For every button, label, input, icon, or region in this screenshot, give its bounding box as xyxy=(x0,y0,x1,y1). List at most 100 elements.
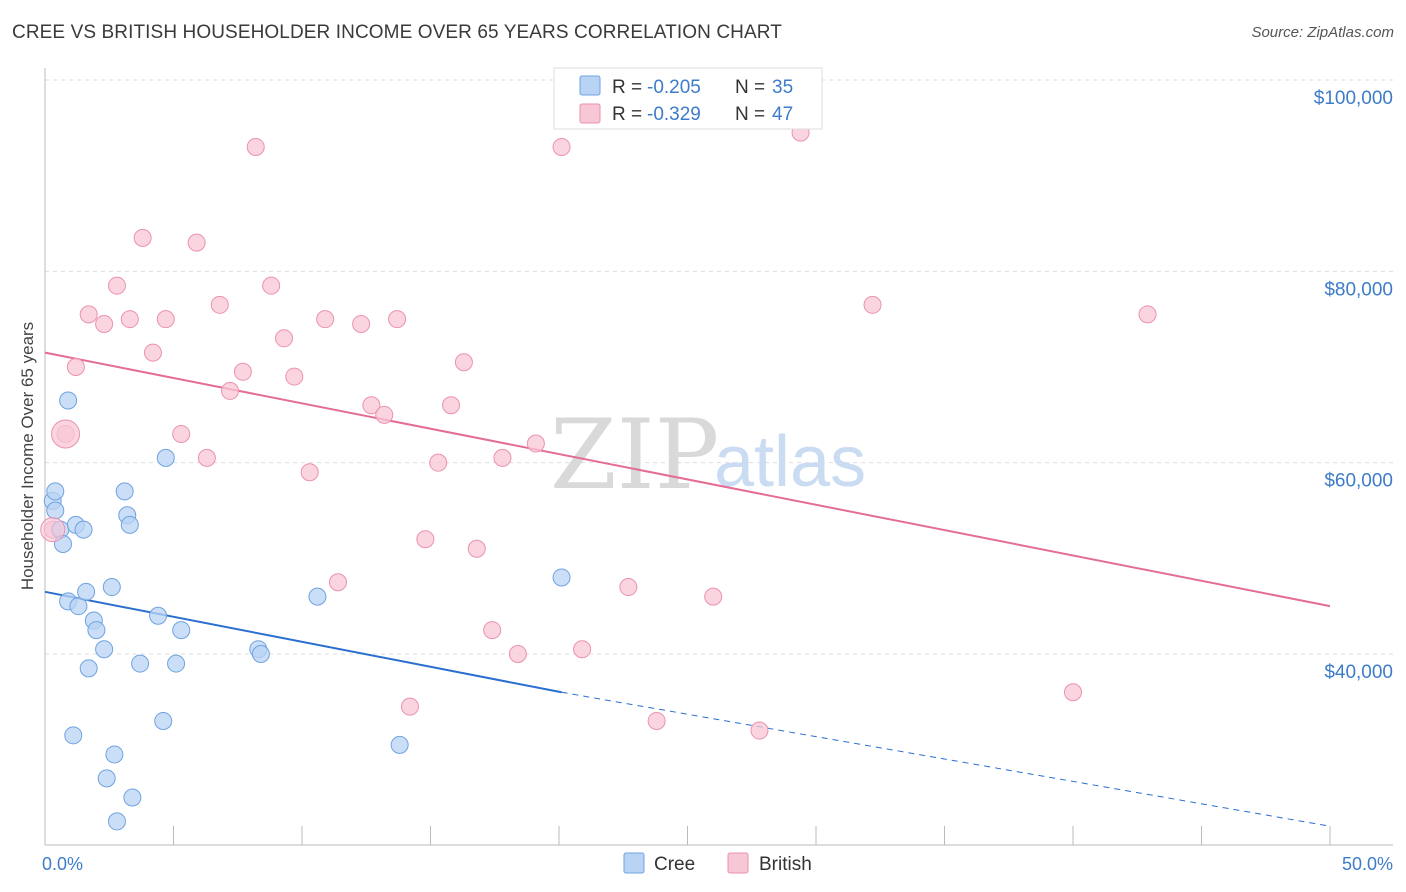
y-tick-label: $60,000 xyxy=(1324,471,1393,492)
cree-point xyxy=(105,745,124,764)
cree-point xyxy=(308,587,327,606)
legend-british-r-value: -0.329 xyxy=(647,104,701,125)
trend-lines xyxy=(44,351,1331,827)
british-point xyxy=(508,645,527,663)
legend-british-n-label: N = xyxy=(735,104,765,125)
cree-point xyxy=(97,769,116,788)
british-point xyxy=(285,367,304,386)
british-point xyxy=(246,137,265,156)
british-point xyxy=(493,448,512,467)
cree-point xyxy=(156,448,175,467)
british-point xyxy=(120,310,139,329)
british-point xyxy=(467,539,486,558)
british-point xyxy=(400,697,419,716)
british-point xyxy=(275,329,294,348)
british-point xyxy=(362,396,381,415)
series-legend-british-label: British xyxy=(759,854,812,875)
watermark: ZIP atlas xyxy=(550,399,866,511)
british-point xyxy=(107,276,126,295)
british-point xyxy=(704,587,723,606)
british-point xyxy=(416,530,435,549)
legend-british-n-value: 47 xyxy=(772,104,793,125)
british-point xyxy=(210,295,229,314)
british-point-large xyxy=(40,517,66,543)
legend-cree-r-label: R = xyxy=(612,77,642,98)
cree-point xyxy=(120,515,139,534)
cree-point xyxy=(87,621,106,640)
cree-point xyxy=(46,501,65,520)
cree-point xyxy=(59,391,78,410)
legend-cree-r-value: -0.205 xyxy=(647,77,701,98)
british-trend-line xyxy=(44,351,1331,608)
cree-point xyxy=(107,812,126,831)
british-point-large xyxy=(51,419,81,449)
british-point xyxy=(750,721,769,740)
british-point xyxy=(483,621,502,640)
cree-point xyxy=(552,568,571,587)
british-point xyxy=(172,424,191,443)
british-point xyxy=(863,295,882,314)
cree-point xyxy=(154,711,173,730)
british-point xyxy=(143,343,162,362)
x-tick-labels: 0.0% 50.0% xyxy=(42,854,1393,874)
cree-point xyxy=(115,482,134,501)
cree-trend-line xyxy=(44,590,562,694)
chart-source: Source: ZipAtlas.com xyxy=(1251,24,1394,41)
cree-point xyxy=(123,788,142,807)
british-point xyxy=(619,578,638,597)
cree-point xyxy=(172,621,191,640)
british-point xyxy=(233,362,252,381)
british-point xyxy=(573,640,592,659)
legend-cree-n-label: N = xyxy=(735,77,765,98)
british-point xyxy=(262,276,281,295)
y-tick-labels: $40,000 $60,000 $80,000 $100,000 xyxy=(1314,88,1393,683)
stats-legend: R = -0.205 N = 35 R = -0.329 N = 47 xyxy=(553,67,823,130)
series-legend-cree-swatch xyxy=(623,852,645,874)
cree-point xyxy=(74,520,93,539)
axes xyxy=(44,68,1393,846)
british-point xyxy=(66,358,85,376)
cree-point xyxy=(149,606,168,625)
cree-point xyxy=(64,726,83,745)
y-tick-label: $80,000 xyxy=(1324,279,1393,300)
british-point xyxy=(442,396,461,415)
y-tick-label: $100,000 xyxy=(1314,88,1393,109)
series-legend-cree-label: Cree xyxy=(654,854,695,875)
cree-point xyxy=(102,578,121,597)
british-point xyxy=(95,314,114,333)
series-legend: Cree British xyxy=(623,852,812,875)
x-tick-label-max: 50.0% xyxy=(1342,854,1393,874)
british-point xyxy=(316,310,335,329)
cree-point xyxy=(390,735,409,754)
legend-british-r-label: R = xyxy=(612,104,642,125)
series-legend-british-swatch xyxy=(727,852,749,874)
cree-point xyxy=(79,659,98,678)
british-point xyxy=(221,381,240,400)
british-point xyxy=(300,463,319,482)
british-point xyxy=(454,353,473,372)
british-point xyxy=(79,305,98,324)
cree-point xyxy=(69,597,88,616)
british-point xyxy=(187,233,206,252)
british-point xyxy=(328,573,347,592)
chart-title: CREE VS BRITISH HOUSEHOLDER INCOME OVER … xyxy=(12,22,782,43)
y-axis-label: Householder Income Over 65 years xyxy=(18,322,37,590)
british-point xyxy=(552,137,571,156)
cree-point xyxy=(167,654,186,673)
y-tick-label: $40,000 xyxy=(1324,662,1393,683)
cree-trend-extension xyxy=(561,691,1331,827)
british-point xyxy=(197,448,216,467)
british-point xyxy=(1138,305,1157,324)
british-point xyxy=(133,228,152,247)
legend-cree-n-value: 35 xyxy=(772,77,793,98)
british-point xyxy=(526,434,545,453)
cree-point xyxy=(251,645,270,663)
legend-swatch-cree xyxy=(579,75,601,96)
cree-point xyxy=(95,640,114,659)
legend-swatch-british xyxy=(579,103,601,124)
british-point xyxy=(1064,683,1082,702)
data-points xyxy=(40,123,1157,831)
british-point xyxy=(352,314,371,333)
cree-point xyxy=(77,582,96,601)
cree-point xyxy=(46,482,65,501)
